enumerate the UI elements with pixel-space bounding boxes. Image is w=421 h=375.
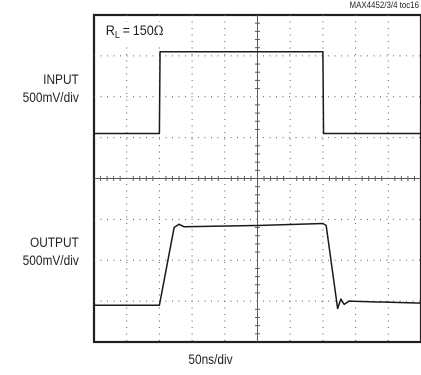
output-channel-scale: 500mV/div (22, 253, 79, 268)
legend-value: 150 (132, 22, 154, 38)
output-channel-name: OUTPUT (30, 235, 79, 250)
output-trace (94, 222, 421, 310)
input-channel-name: INPUT (43, 72, 79, 87)
graticule (94, 15, 421, 342)
load-resistance-legend: RL = 150Ω (104, 22, 166, 44)
legend-subscript: L (114, 30, 120, 41)
input-channel-scale: 500mV/div (22, 90, 79, 105)
output-channel-label: OUTPUT 500mV/div (23, 234, 79, 270)
figure-id: MAX4452/3/4 toc16 (349, 0, 419, 10)
legend-symbol: R (105, 22, 115, 38)
legend-unit: Ω (153, 24, 164, 39)
traces (94, 51, 421, 310)
input-channel-label: INPUT 500mV/div (23, 71, 79, 107)
input-trace (94, 51, 421, 135)
x-scale-label: 50ns/div (188, 352, 233, 367)
